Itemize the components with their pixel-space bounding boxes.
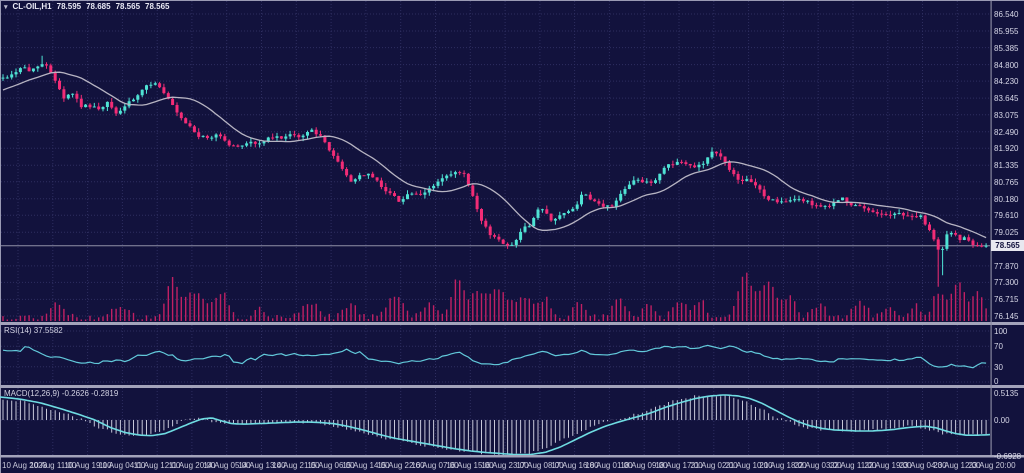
rsi-scale-label: 70: [994, 342, 1003, 351]
time-axis-label: 15 Aug 22:00: [377, 461, 425, 470]
time-axis-label: 18 Aug 17:00: [655, 461, 703, 470]
current-price-value: 78.565: [995, 241, 1020, 250]
time-axis-label: 11 Aug 04:00: [98, 461, 146, 470]
rsi-scale-label: 30: [994, 363, 1003, 372]
price-axis-label: 86.540: [994, 10, 1019, 19]
symbol-dropdown-icon[interactable]: ▾: [4, 3, 8, 11]
macd-scale-label: 0.00: [994, 416, 1010, 425]
time-axis-label: 11 Aug 20:00: [168, 461, 216, 470]
time-axis-label: 23 Aug 12:00: [933, 461, 981, 470]
panel-separator[interactable]: [0, 385, 1024, 388]
price-axis-label: 82.490: [994, 128, 1019, 137]
macd-histogram: [2, 395, 987, 456]
bullish-candle-bodies: [1, 64, 988, 250]
price-axis-label: 79.610: [994, 211, 1019, 220]
panel-separator[interactable]: [0, 322, 1024, 325]
time-axis-label: 18 Aug 09:00: [620, 461, 668, 470]
time-axis-label: 22 Aug 03:00: [794, 461, 842, 470]
rsi-value: 37.5582: [33, 326, 63, 335]
price-axis-label: 76.715: [994, 295, 1019, 304]
ohlc-close: 78.565: [145, 2, 170, 11]
symbol-label: CL-OIL,H1: [12, 2, 52, 11]
time-axis-label: 11 Aug 12:00: [133, 461, 181, 470]
price-axis-label: 81.335: [994, 161, 1019, 170]
time-axis-label: 21 Aug 10:00: [725, 461, 773, 470]
time-axis-label: 15 Aug 06:00: [307, 461, 355, 470]
time-axis-label: 23 Aug 20:00: [968, 461, 1016, 470]
price-axis-label: 80.765: [994, 178, 1019, 187]
panel-separator[interactable]: [0, 455, 1024, 458]
rsi-indicator-label: RSI(14) 37.5582: [4, 326, 63, 335]
volume-bars: [2, 272, 987, 321]
price-axis-label: 83.075: [994, 111, 1019, 120]
time-axis-label: 23 Aug 04:00: [899, 461, 947, 470]
price-axis-label: 83.645: [994, 94, 1019, 103]
rsi-scale-label: 0: [994, 377, 999, 386]
price-axis-label: 85.385: [994, 44, 1019, 53]
time-axis-label: 14 Aug 21:00: [272, 461, 320, 470]
moving-average-line: [2, 71, 987, 239]
ohlc-low: 78.565: [115, 2, 141, 11]
price-axis-label: 77.870: [994, 262, 1019, 271]
time-axis-label: 17 Aug 16:00: [551, 461, 599, 470]
time-axis-label: 16 Aug 23:00: [481, 461, 529, 470]
price-axis-label: 76.145: [994, 312, 1019, 321]
time-axis-label: 15 Aug 14:00: [342, 461, 390, 470]
current-price-tag: 78.565: [991, 240, 1024, 251]
price-axis-label: 81.920: [994, 144, 1019, 153]
macd-values: -0.2626 -0.2819: [61, 389, 119, 398]
price-axis-label: 84.800: [994, 61, 1019, 70]
price-axis-label: 84.230: [994, 77, 1019, 86]
time-axis-label: 14 Aug 05:00: [203, 461, 251, 470]
price-axis-label: 77.300: [994, 278, 1019, 287]
time-axis-label: 14 Aug 13:00: [238, 461, 286, 470]
time-axis-label: 22 Aug 11:00: [829, 461, 877, 470]
time-axis-label: 21 Aug 18:00: [759, 461, 807, 470]
ohlc-high: 78.685: [86, 2, 111, 11]
rsi-line: [2, 344, 987, 369]
macd-name: MACD(12,26,9): [4, 389, 60, 398]
macd-signal-line: [0, 394, 991, 456]
chart-title: ▾ CL-OIL,H1 78.595 78.685 78.565 78.565: [4, 2, 170, 11]
rsi-name: RSI(14): [4, 326, 32, 335]
time-axis-label: 16 Aug 07:00: [411, 461, 459, 470]
time-axis-label: 21 Aug 02:00: [690, 461, 738, 470]
price-axis-label: 85.955: [994, 27, 1019, 36]
time-axis-label: 18 Aug 01:00: [585, 461, 633, 470]
time-axis-label: 16 Aug 15:00: [446, 461, 494, 470]
axis-separator-line: [990, 1, 992, 455]
time-axis-label: 10 Aug 2023: [2, 461, 47, 470]
price-axis-label: 79.025: [994, 228, 1019, 237]
time-axis-label: 17 Aug 08:00: [516, 461, 564, 470]
time-axis-label: 10 Aug 11:00: [29, 461, 77, 470]
macd-scale-label: -0.6928: [994, 452, 1022, 461]
ohlc-open: 78.595: [56, 2, 82, 11]
macd-indicator-label: MACD(12,26,9) -0.2626 -0.2819: [4, 389, 118, 398]
price-axis-label: 80.180: [994, 195, 1019, 204]
macd-scale-label: 0.5135: [994, 389, 1019, 398]
time-axis-label: 22 Aug 19:00: [864, 461, 912, 470]
time-axis-label: 10 Aug 19:00: [64, 461, 112, 470]
rsi-scale-label: 100: [994, 327, 1008, 336]
bearish-candle-bodies: [27, 64, 984, 250]
